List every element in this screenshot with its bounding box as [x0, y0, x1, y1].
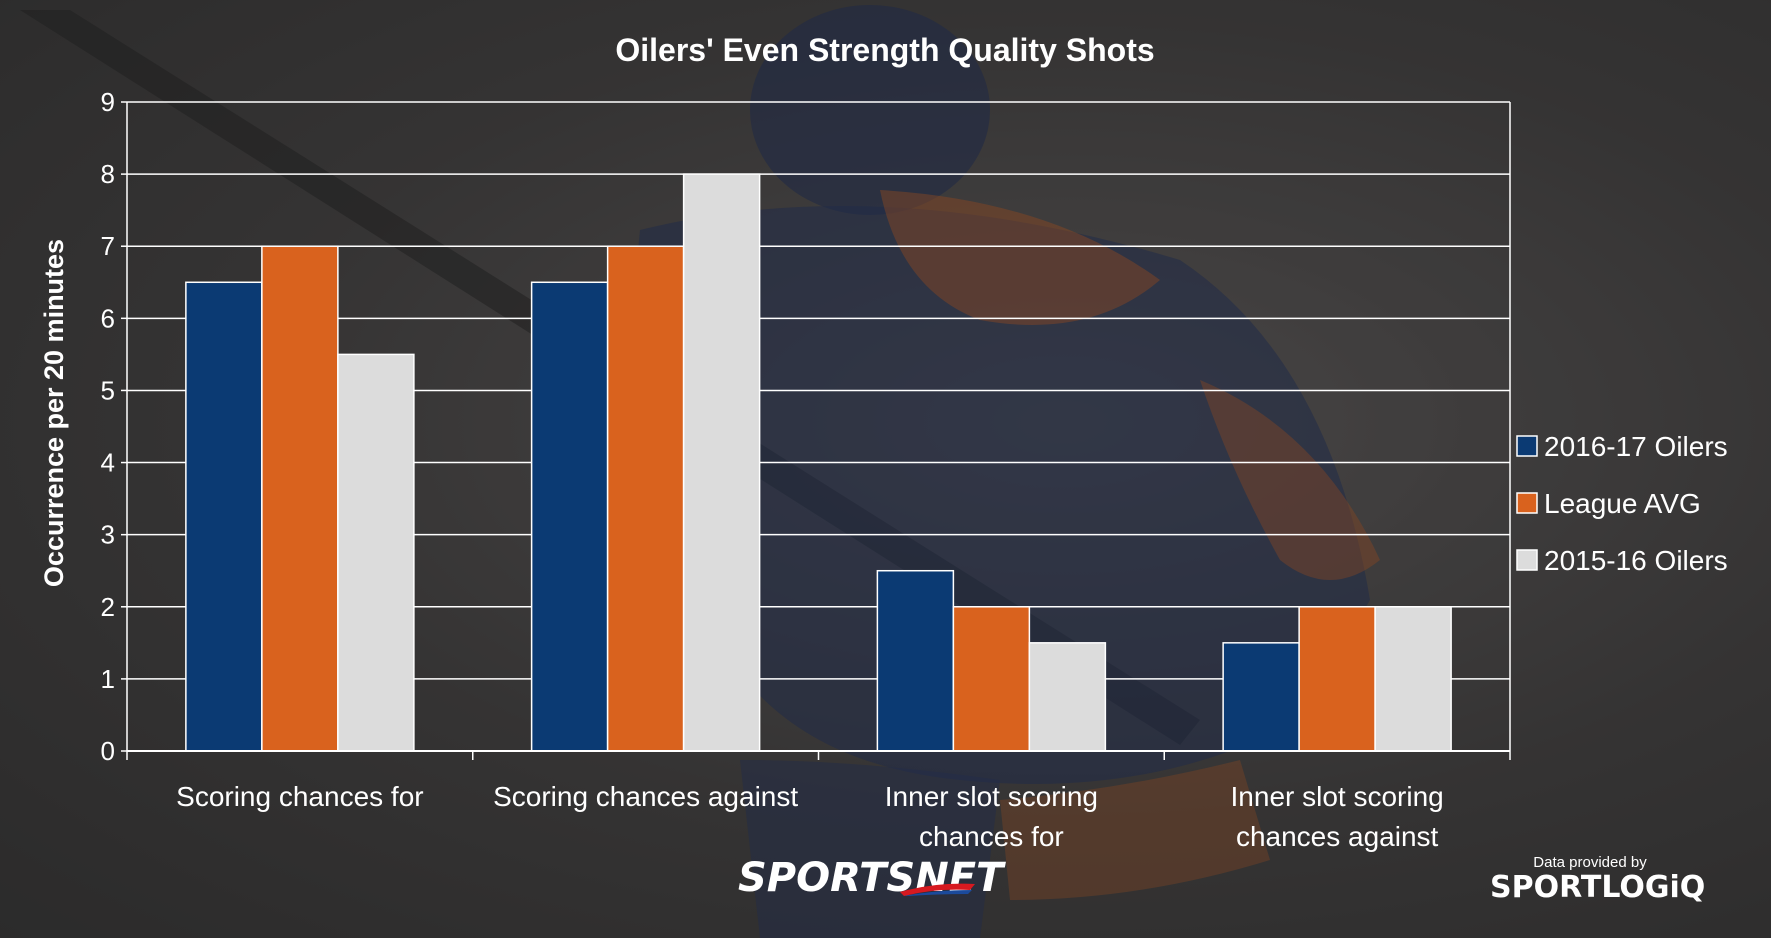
bar — [682, 173, 761, 752]
y-tick-label: 4 — [101, 448, 115, 478]
legend-swatch — [1516, 435, 1538, 457]
legend-swatch — [1516, 492, 1538, 514]
y-tick-label: 1 — [101, 664, 115, 694]
bar — [530, 281, 609, 752]
bars — [185, 173, 1452, 752]
x-category-label: Inner slot scoring chances against — [1231, 781, 1444, 852]
y-tick-label: 5 — [101, 375, 115, 405]
sportsnet-logo: SPORTSNET — [738, 855, 1004, 901]
y-tick-label: 7 — [101, 231, 115, 261]
legend-swatch — [1516, 549, 1538, 571]
legend: 2016-17 Oilers League AVG 2015-16 Oilers — [1516, 431, 1728, 576]
x-category-label: Scoring chances against — [493, 781, 798, 812]
bar — [606, 245, 685, 752]
sportlogiq-logo: SPORTLOGiQ — [1490, 870, 1706, 905]
legend-label: 2016-17 Oilers — [1544, 431, 1728, 462]
bar — [337, 353, 415, 752]
bar — [185, 281, 263, 752]
bar — [1298, 606, 1376, 752]
bar — [1028, 642, 1107, 752]
y-tick-label: 2 — [101, 592, 115, 622]
bar — [1222, 642, 1300, 752]
y-axis-ticks: 0 1 2 3 4 5 6 7 8 9 — [101, 87, 128, 766]
bar — [876, 569, 955, 752]
x-axis — [126, 750, 1511, 760]
y-tick-label: 6 — [101, 303, 115, 333]
x-category-label: Inner slot scoring chances for — [885, 781, 1098, 852]
legend-label: 2015-16 Oilers — [1544, 545, 1728, 576]
y-tick-label: 3 — [101, 520, 115, 550]
sportsnet-swoosh-icon — [900, 883, 975, 896]
data-provided-by-label: Data provided by — [1533, 854, 1647, 871]
chart-title: Oilers' Even Strength Quality Shots — [615, 32, 1154, 68]
y-tick-label: 0 — [101, 736, 115, 766]
y-tick-label: 9 — [101, 87, 115, 117]
legend-label: League AVG — [1544, 488, 1701, 519]
y-axis-label: Occurrence per 20 minutes — [39, 239, 69, 587]
bar — [261, 245, 339, 752]
bar — [1374, 606, 1452, 752]
y-tick-label: 8 — [101, 159, 115, 189]
bar — [952, 606, 1031, 752]
x-category-label: Scoring chances for — [176, 781, 423, 812]
x-axis-categories: Scoring chances for Scoring chances again… — [176, 781, 1444, 852]
